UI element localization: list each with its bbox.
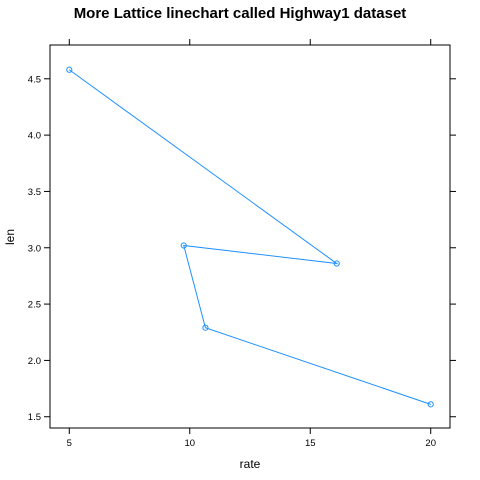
- data-point: [427, 401, 434, 408]
- data-point: [180, 242, 187, 249]
- x-tick-label: 5: [67, 438, 72, 449]
- y-tick-label: 4.5: [28, 74, 41, 85]
- chart-title: More Lattice linechart called Highway1 d…: [74, 5, 407, 22]
- data-point: [333, 260, 340, 267]
- y-axis: 1.5 2.0 2.5 3.0 3.5 4.0 4.5: [28, 74, 456, 423]
- x-tick-label: 20: [425, 438, 436, 449]
- x-axis: 5 10 15 20: [67, 39, 436, 449]
- y-tick-label: 3.5: [28, 187, 41, 198]
- y-tick-label: 2.5: [28, 300, 41, 311]
- y-tick-label: 2.0: [28, 356, 41, 367]
- y-tick-label: 1.5: [28, 412, 41, 423]
- data-point: [202, 324, 209, 331]
- series-layer: [66, 66, 434, 408]
- x-tick-label: 10: [184, 438, 195, 449]
- x-axis-label: rate: [240, 457, 261, 471]
- plot-frame: [49, 44, 451, 429]
- series-line: [68, 69, 431, 405]
- data-point: [66, 66, 73, 73]
- y-axis-label: len: [3, 229, 17, 245]
- x-tick-label: 15: [305, 438, 316, 449]
- y-tick-label: 4.0: [28, 131, 41, 142]
- y-tick-label: 3.0: [28, 243, 41, 254]
